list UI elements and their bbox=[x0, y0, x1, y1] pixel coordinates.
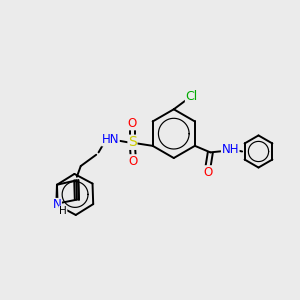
Text: S: S bbox=[128, 135, 137, 149]
Text: H: H bbox=[59, 206, 67, 216]
Text: HN: HN bbox=[102, 133, 119, 146]
Text: O: O bbox=[203, 166, 213, 179]
Text: Cl: Cl bbox=[185, 90, 198, 103]
Text: O: O bbox=[128, 117, 137, 130]
Text: N: N bbox=[52, 199, 61, 212]
Text: O: O bbox=[128, 155, 138, 168]
Text: NH: NH bbox=[221, 142, 239, 156]
